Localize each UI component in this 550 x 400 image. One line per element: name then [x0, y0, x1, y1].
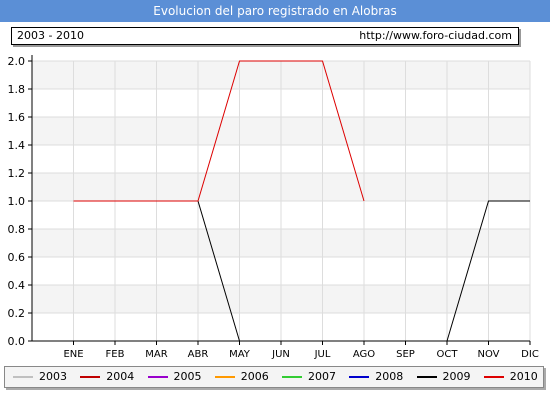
legend-swatch — [349, 376, 370, 378]
legend-label: 2005 — [173, 370, 202, 383]
y-tick-label: 1.0 — [8, 195, 26, 208]
y-tick-label: 2.0 — [8, 55, 26, 68]
y-tick-label: 1.6 — [8, 111, 26, 124]
legend-item-2005: 2005 — [147, 367, 202, 387]
legend-swatch — [282, 376, 302, 378]
legend-label: 2006 — [240, 370, 269, 383]
x-tick-label: MAR — [145, 349, 167, 360]
series-line-2010 — [73, 60, 365, 202]
x-tick-label: JUL — [314, 349, 331, 360]
legend-label: 2003 — [39, 370, 67, 383]
x-tick-label: FEB — [106, 349, 125, 360]
legend-label: 2009 — [442, 370, 471, 383]
y-tick-label: 0.4 — [8, 279, 26, 292]
legend-item-2006: 2006 — [214, 367, 269, 387]
legend-item-2009: 2009 — [416, 367, 471, 387]
x-tick-label: AGO — [353, 349, 375, 360]
x-tick-label: DIC — [521, 349, 539, 360]
info-box: 2003 - 2010 http://www.foro-ciudad.com — [11, 27, 519, 45]
legend: 2003 2004 2005 2006 2007 2008 2009 2010 — [4, 366, 544, 388]
legend-swatch — [147, 376, 168, 378]
y-tick-label: 0.2 — [8, 307, 26, 320]
legend-swatch — [416, 376, 437, 378]
source-url[interactable]: http://www.foro-ciudad.com — [359, 29, 512, 42]
x-tick-label: MAY — [229, 349, 251, 360]
legend-label: 2008 — [375, 370, 404, 383]
legend-item-2004: 2004 — [80, 367, 134, 387]
legend-swatch — [483, 376, 504, 378]
y-tick-label: 0.6 — [8, 251, 26, 264]
legend-label: 2010 — [509, 370, 538, 383]
legend-item-2010: 2010 — [483, 367, 538, 387]
y-tick-label: 1.8 — [8, 83, 26, 96]
legend-label: 2004 — [106, 370, 135, 383]
y-tick-label: 1.2 — [8, 167, 26, 180]
line-chart: 0.0 0.2 0.4 0.6 0.8 1.0 1.2 1.4 1.6 1.8 2.0 ENE FEB M… — [8, 55, 539, 360]
series-line-2009 — [446, 200, 530, 342]
legend-swatch — [13, 376, 33, 378]
legend-swatch — [80, 376, 101, 378]
legend-label: 2007 — [308, 370, 336, 383]
legend-item-2007: 2007 — [282, 367, 336, 387]
x-tick-label: NOV — [477, 349, 499, 360]
legend-swatch — [214, 376, 235, 378]
x-tick-label: OCT — [437, 349, 459, 360]
x-tick-label: SEP — [396, 349, 415, 360]
x-tick-label: ENE — [63, 349, 83, 360]
y-tick-label: 0.8 — [8, 223, 26, 236]
legend-item-2008: 2008 — [349, 367, 403, 387]
chart-title: Evolucion del paro registrado en Alobras — [0, 0, 550, 22]
legend-item-2003: 2003 — [13, 367, 67, 387]
y-tick-label: 0.0 — [8, 335, 26, 348]
y-tick-label: 1.4 — [8, 139, 26, 152]
x-tick-label: ABR — [188, 349, 209, 360]
year-range: 2003 - 2010 — [17, 29, 84, 42]
x-tick-label: JUN — [271, 349, 290, 360]
